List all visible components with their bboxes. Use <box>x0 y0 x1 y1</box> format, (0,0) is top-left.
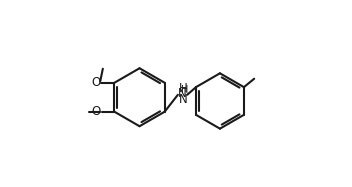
Text: O: O <box>92 105 101 118</box>
Text: N: N <box>178 87 187 100</box>
Text: H: H <box>181 85 189 95</box>
Text: O: O <box>91 76 100 89</box>
Text: H
N: H N <box>179 82 188 106</box>
